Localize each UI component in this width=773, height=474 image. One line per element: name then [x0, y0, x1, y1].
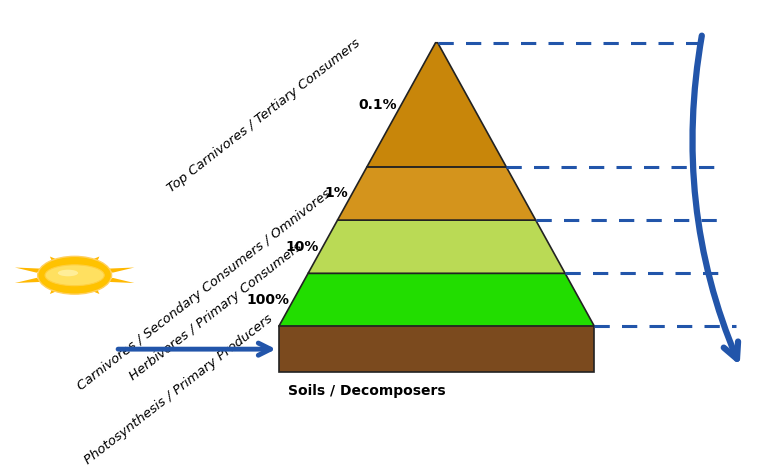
Polygon shape — [338, 167, 536, 220]
Text: 1%: 1% — [325, 186, 349, 201]
Ellipse shape — [58, 270, 78, 276]
Polygon shape — [367, 43, 506, 167]
Text: 0.1%: 0.1% — [359, 98, 397, 112]
Circle shape — [38, 256, 111, 294]
Text: 100%: 100% — [247, 293, 290, 307]
Text: Top Carnivores / Tertiary Consumers: Top Carnivores / Tertiary Consumers — [165, 36, 363, 195]
Polygon shape — [15, 278, 42, 283]
Text: Carnivores / Secondary Consumers / Omnivores: Carnivores / Secondary Consumers / Omniv… — [75, 187, 334, 393]
Polygon shape — [107, 278, 135, 283]
Text: Photosynthesis / Primary Producers: Photosynthesis / Primary Producers — [82, 312, 275, 467]
Polygon shape — [50, 285, 66, 294]
Polygon shape — [308, 220, 565, 273]
Polygon shape — [279, 327, 594, 372]
Ellipse shape — [45, 265, 104, 286]
Polygon shape — [50, 256, 66, 265]
Polygon shape — [279, 273, 594, 327]
Polygon shape — [15, 267, 42, 273]
Polygon shape — [107, 267, 135, 273]
Text: Herbivores / Primary Consumers: Herbivores / Primary Consumers — [127, 240, 305, 383]
Polygon shape — [83, 285, 100, 294]
Text: 10%: 10% — [285, 240, 319, 254]
Text: Soils / Decomposers: Soils / Decomposers — [288, 383, 446, 398]
Polygon shape — [83, 256, 100, 265]
